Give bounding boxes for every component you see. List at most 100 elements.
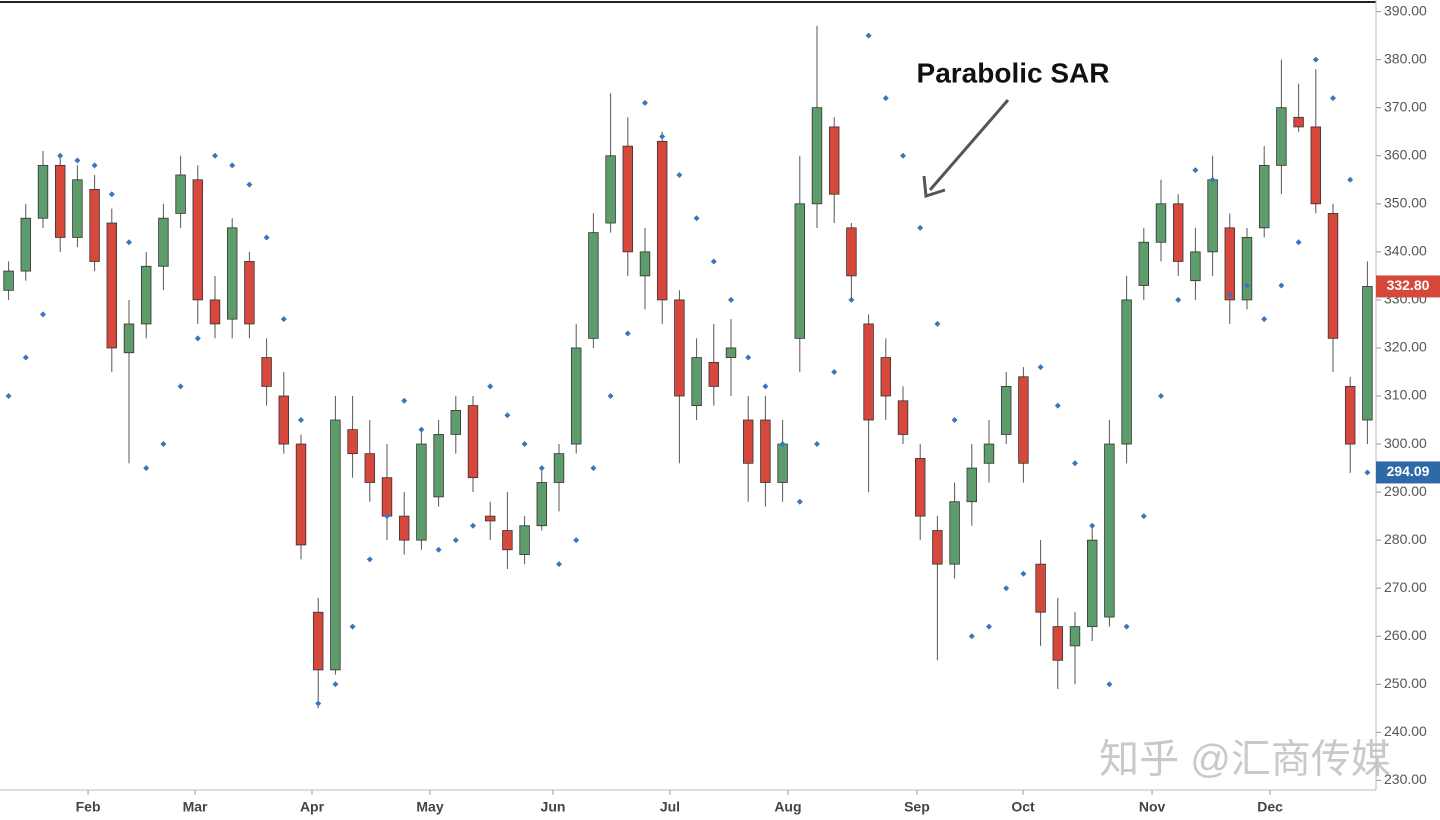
sar-dot	[848, 296, 855, 303]
sar-dot	[452, 537, 459, 544]
y-tick-label: 390.00	[1384, 2, 1427, 18]
candle-body	[1258, 164, 1270, 229]
sar-dot	[108, 191, 115, 198]
sar-dot	[779, 441, 786, 448]
candle-body	[89, 188, 100, 262]
sar-dot	[470, 522, 476, 529]
sar-dot	[384, 513, 390, 520]
sar-dot	[418, 426, 425, 433]
sar-dot	[590, 465, 597, 472]
candle-body	[450, 410, 462, 435]
candle-body	[553, 453, 565, 483]
sar-dot	[521, 441, 528, 448]
sar-dot	[177, 383, 184, 390]
sar-dot	[1123, 623, 1130, 630]
y-tick-label: 360.00	[1384, 146, 1427, 162]
sar-dot	[1158, 393, 1164, 399]
y-tick-label: 290.00	[1384, 483, 1427, 499]
candle-body	[398, 515, 410, 541]
candle-body	[347, 429, 358, 455]
candle-body	[1069, 626, 1081, 647]
candle-body	[261, 357, 272, 387]
candle-body	[226, 227, 238, 320]
x-tick-label: Aug	[774, 799, 801, 815]
sar-dot	[659, 133, 666, 140]
candle-body	[570, 347, 582, 445]
sar-dot	[1020, 570, 1027, 577]
candle-body	[312, 611, 324, 671]
sar-dot	[968, 633, 975, 640]
sar-dot	[573, 537, 580, 544]
candle-body	[175, 174, 186, 214]
sar-dot	[91, 162, 98, 169]
y-tick-label: 340.00	[1384, 243, 1427, 259]
sar-dot	[762, 383, 769, 390]
price-tag-label: 294.09	[1387, 463, 1430, 479]
candle-body	[846, 227, 857, 277]
candle-body	[588, 232, 599, 339]
sar-dot	[212, 152, 218, 159]
y-tick-label: 350.00	[1384, 195, 1427, 211]
candle-body	[1344, 385, 1356, 445]
candle-body	[863, 323, 874, 421]
candle-body	[708, 361, 720, 387]
sar-dot	[1192, 167, 1199, 174]
candle-body	[37, 164, 49, 219]
x-tick-label: Dec	[1257, 799, 1283, 815]
candle-body	[1172, 203, 1184, 262]
candle-body	[605, 155, 616, 224]
sar-dot	[143, 465, 150, 472]
annotation: Parabolic SAR	[917, 57, 1110, 88]
sar-dot	[1209, 176, 1216, 183]
candle-body	[416, 443, 427, 541]
x-tick-label: Jun	[541, 799, 566, 815]
candle-body	[536, 482, 548, 527]
candle-body	[742, 419, 754, 464]
candle-body	[949, 501, 960, 565]
sar-dot	[1175, 296, 1182, 303]
sar-dot	[917, 224, 924, 231]
price-tag-label: 332.80	[1387, 277, 1430, 293]
sar-dot	[298, 417, 304, 424]
y-tick-label: 310.00	[1384, 387, 1427, 403]
sar-dot	[246, 181, 253, 188]
candle-body	[674, 299, 685, 397]
sar-dot	[1312, 56, 1319, 63]
sar-dot	[366, 556, 373, 563]
candle-body	[914, 458, 926, 517]
sar-dot	[22, 354, 29, 361]
candle-body	[54, 164, 66, 238]
y-tick-label: 260.00	[1384, 627, 1427, 643]
candle-body	[622, 145, 634, 253]
candle-body	[1310, 126, 1322, 205]
candle-body	[3, 270, 14, 291]
sar-dot	[1072, 460, 1078, 467]
y-tick-label: 380.00	[1384, 50, 1427, 66]
candle-body	[295, 443, 307, 546]
sar-dot	[5, 393, 12, 399]
candle-body	[1362, 286, 1373, 421]
price-tag	[1376, 461, 1440, 484]
sar-dot	[693, 215, 700, 222]
candle-body	[794, 203, 806, 339]
candle-body	[1121, 299, 1132, 445]
y-tick-label: 270.00	[1384, 579, 1427, 595]
sar-dot	[40, 311, 46, 318]
candle-body	[381, 477, 393, 517]
sar-dot	[831, 368, 838, 375]
candle-body	[639, 251, 651, 277]
sar-dot	[401, 397, 408, 404]
sar-dot	[624, 330, 631, 337]
sar-dot	[229, 162, 236, 169]
candle-body	[244, 261, 255, 325]
candle-body	[1086, 539, 1098, 628]
sar-dot	[1244, 282, 1250, 289]
candle-body	[502, 530, 513, 551]
candle-body	[897, 400, 909, 435]
candle-body	[828, 126, 840, 195]
sar-dot	[1364, 469, 1371, 476]
candle-body	[123, 323, 135, 354]
price-tag	[1376, 275, 1440, 298]
candle-body	[966, 467, 978, 503]
candle-body	[777, 443, 788, 483]
